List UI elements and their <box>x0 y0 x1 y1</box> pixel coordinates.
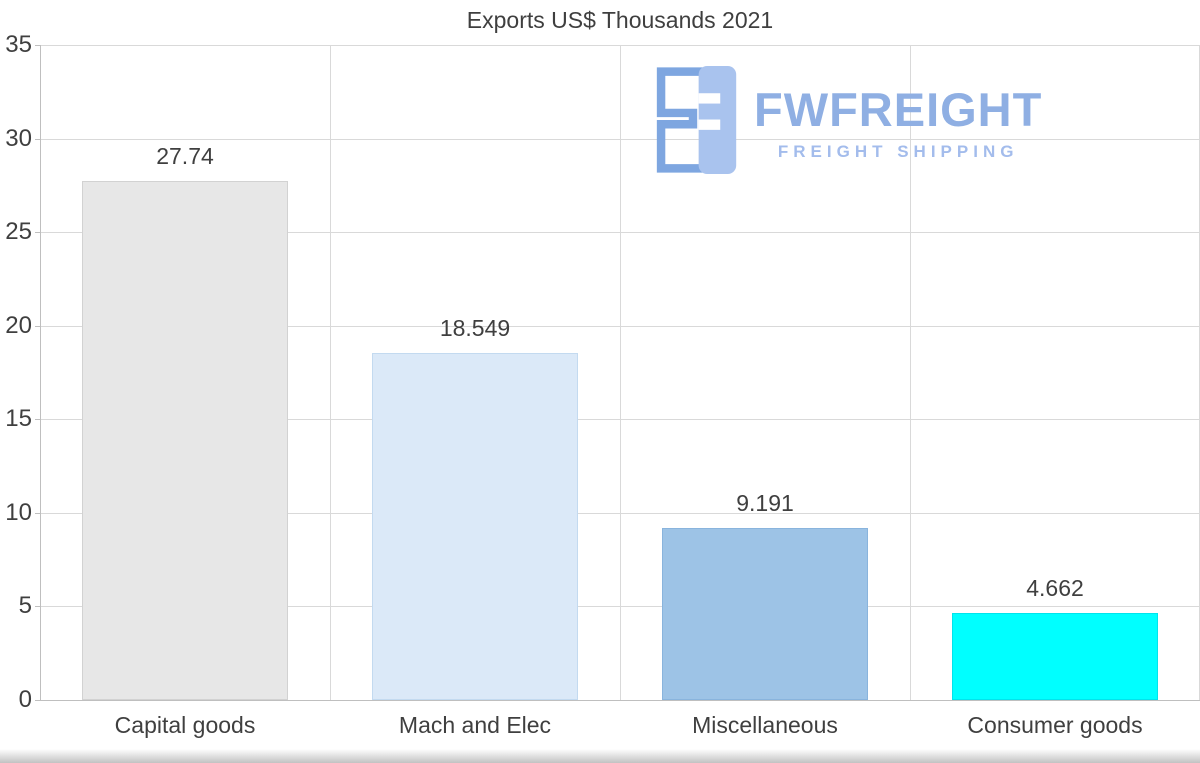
y-tick-mark <box>35 139 40 140</box>
gridline-vertical <box>330 45 331 700</box>
bar-value-label: 4.662 <box>1026 575 1084 601</box>
y-tick-label: 15 <box>5 405 32 432</box>
x-axis-line <box>40 700 1200 701</box>
y-tick-label: 10 <box>5 499 32 526</box>
y-tick-mark <box>35 45 40 46</box>
y-tick-mark <box>35 513 40 514</box>
bar-capital-goods <box>82 181 288 700</box>
y-axis-line <box>40 45 41 700</box>
bar-value-label: 18.549 <box>439 315 511 341</box>
bar-value-label: 9.191 <box>736 490 794 516</box>
y-tick-label: 0 <box>18 686 32 713</box>
bottom-shadow <box>0 749 1200 763</box>
y-tick-mark <box>35 606 40 607</box>
y-tick-mark <box>35 700 40 701</box>
bar-miscellaneous <box>662 528 868 700</box>
y-tick-mark <box>35 232 40 233</box>
gridline-vertical <box>620 45 621 700</box>
bar-mach-and-elec <box>372 353 578 700</box>
gridline-vertical <box>910 45 911 700</box>
x-category-label: Miscellaneous <box>692 712 838 738</box>
bar-value-label: 27.74 <box>156 143 214 169</box>
chart-title: Exports US$ Thousands 2021 <box>466 7 774 33</box>
x-category-label: Mach and Elec <box>398 712 552 738</box>
x-category-label: Capital goods <box>114 712 256 738</box>
bar-consumer-goods <box>952 613 1158 700</box>
y-tick-label: 5 <box>18 592 32 619</box>
y-tick-mark <box>35 326 40 327</box>
y-tick-label: 35 <box>5 31 32 58</box>
y-tick-mark <box>35 419 40 420</box>
x-category-label: Consumer goods <box>967 712 1143 738</box>
y-tick-label: 20 <box>5 312 32 339</box>
y-tick-label: 25 <box>5 218 32 245</box>
y-tick-label: 30 <box>5 125 32 152</box>
